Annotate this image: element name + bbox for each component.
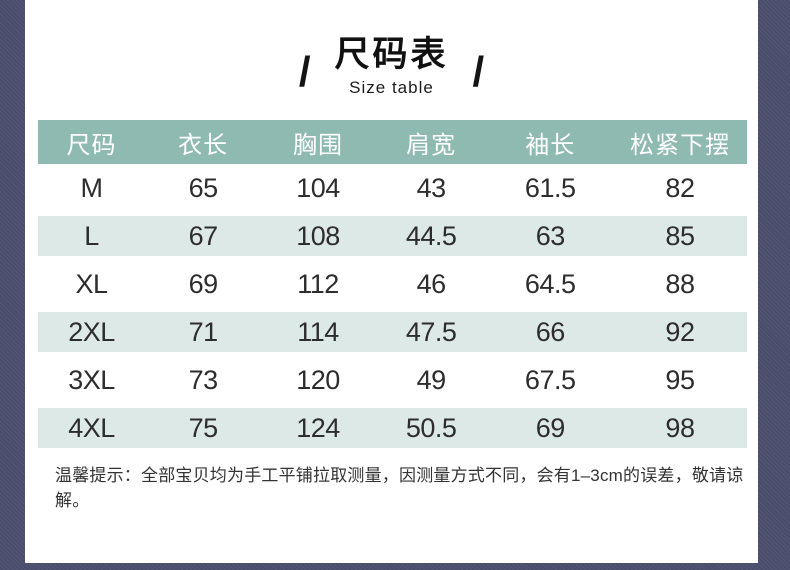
size-table-title-block: / 尺码表 Size table / [25, 0, 758, 98]
table-cell: 71 [188, 316, 219, 347]
measurement-note: 温馨提示：全部宝贝均为手工平铺拉取测量，因测量方式不同，会有1–3cm的误差，敬… [55, 466, 744, 510]
size-cell: XL [75, 268, 109, 299]
table-cell: 63 [535, 220, 566, 251]
table-cell: 44.5 [405, 220, 457, 251]
page-subtitle: Size table [349, 77, 434, 97]
table-cell: 64.5 [524, 268, 576, 299]
table-cell: 104 [296, 172, 340, 203]
size-cell: 2XL [68, 316, 115, 347]
table-cell: 67.5 [524, 364, 576, 395]
table-row: 3XL 73 120 49 67.5 95 [38, 356, 747, 404]
size-table: 尺码 衣长 胸围 肩宽 袖长 松紧下摆 M 65 104 43 61.5 82 … [38, 120, 747, 452]
table-cell: 50.5 [405, 412, 457, 443]
table-row: L 67 108 44.5 63 85 [38, 212, 747, 260]
table-cell: 69 [188, 268, 219, 299]
table-cell: 112 [297, 268, 339, 299]
size-cell: 3XL [68, 364, 115, 395]
table-row: M 65 104 43 61.5 82 [38, 164, 747, 212]
table-cell: 92 [665, 316, 695, 347]
table-cell: 65 [188, 172, 219, 203]
table-cell: 75 [188, 412, 219, 443]
table-cell: 69 [535, 412, 566, 443]
table-row: 2XL 71 114 47.5 66 92 [38, 308, 747, 356]
content-panel: / 尺码表 Size table / 尺码 衣长 胸围 肩宽 袖长 松紧下摆 M… [25, 0, 758, 563]
table-cell: 61.5 [524, 172, 576, 203]
page-title: 尺码表 [334, 35, 449, 74]
size-cell: L [84, 220, 99, 251]
table-cell: 124 [296, 412, 340, 443]
table-row: 4XL 75 124 50.5 69 98 [38, 404, 747, 452]
slash-left-icon: / [298, 47, 311, 95]
table-cell: 67 [188, 220, 219, 251]
table-cell: 82 [665, 172, 695, 203]
table-cell: 108 [296, 220, 340, 251]
table-cell: 49 [416, 364, 447, 395]
size-cell: 4XL [68, 412, 115, 443]
table-cell: 46 [416, 268, 447, 299]
column-header-hem: 松紧下摆 [629, 131, 730, 159]
table-cell: 98 [665, 412, 695, 443]
table-cell: 66 [535, 316, 566, 347]
table-cell: 120 [296, 364, 340, 395]
table-cell: 43 [416, 172, 447, 203]
table-cell: 95 [665, 364, 695, 395]
column-header-length: 衣长 [178, 131, 229, 159]
table-cell: 85 [665, 220, 695, 251]
table-row: XL 69 112 46 64.5 88 [38, 260, 747, 308]
slash-right-icon: / [472, 47, 485, 95]
column-header-size: 尺码 [66, 131, 117, 159]
table-cell: 73 [188, 364, 219, 395]
table-cell: 47.5 [405, 316, 457, 347]
column-header-shoulder: 肩宽 [406, 131, 457, 159]
column-header-bust: 胸围 [293, 131, 344, 159]
column-header-sleeve: 袖长 [525, 131, 576, 159]
table-cell: 88 [665, 268, 695, 299]
table-cell: 114 [297, 316, 339, 347]
table-header-row: 尺码 衣长 胸围 肩宽 袖长 松紧下摆 [38, 120, 747, 164]
size-cell: M [80, 172, 104, 203]
